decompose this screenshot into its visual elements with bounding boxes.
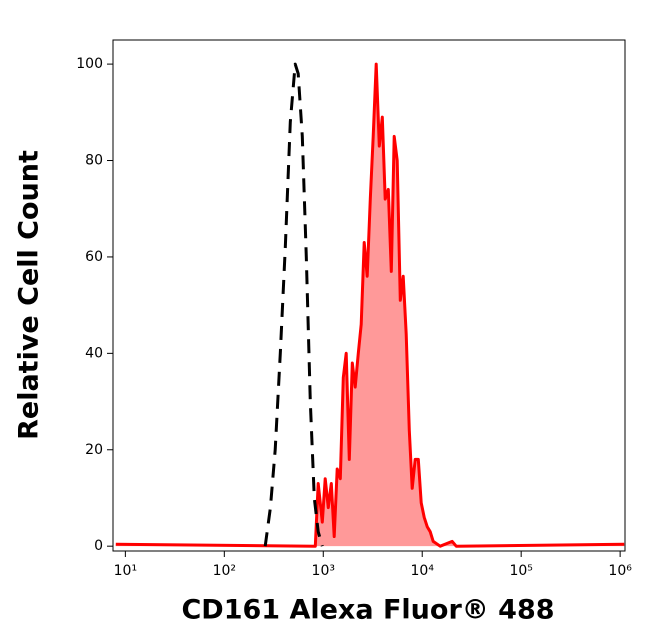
y-tick-label: 20 <box>85 442 103 458</box>
x-tick-label: 10¹ <box>114 563 137 579</box>
x-tick-label: 10⁶ <box>608 563 632 579</box>
y-tick-label: 60 <box>85 249 103 265</box>
x-tick-label: 10⁴ <box>411 563 435 579</box>
area-fill <box>115 64 625 547</box>
y-tick-label: 0 <box>94 538 103 554</box>
y-tick-label: 40 <box>85 345 103 361</box>
y-axis-label: Relative Cell Count <box>14 150 45 440</box>
x-tick-label: 10⁵ <box>509 563 532 579</box>
plot-frame <box>112 39 626 552</box>
x-tick-label: 10² <box>213 563 236 579</box>
x-axis-label: CD161 Alexa Fluor® 488 <box>181 595 554 626</box>
series-line <box>115 62 625 548</box>
y-tick-label: 80 <box>85 153 103 169</box>
y-tick-label: 100 <box>76 56 103 72</box>
x-tick-label: 10³ <box>312 563 335 579</box>
series-line <box>263 62 324 547</box>
